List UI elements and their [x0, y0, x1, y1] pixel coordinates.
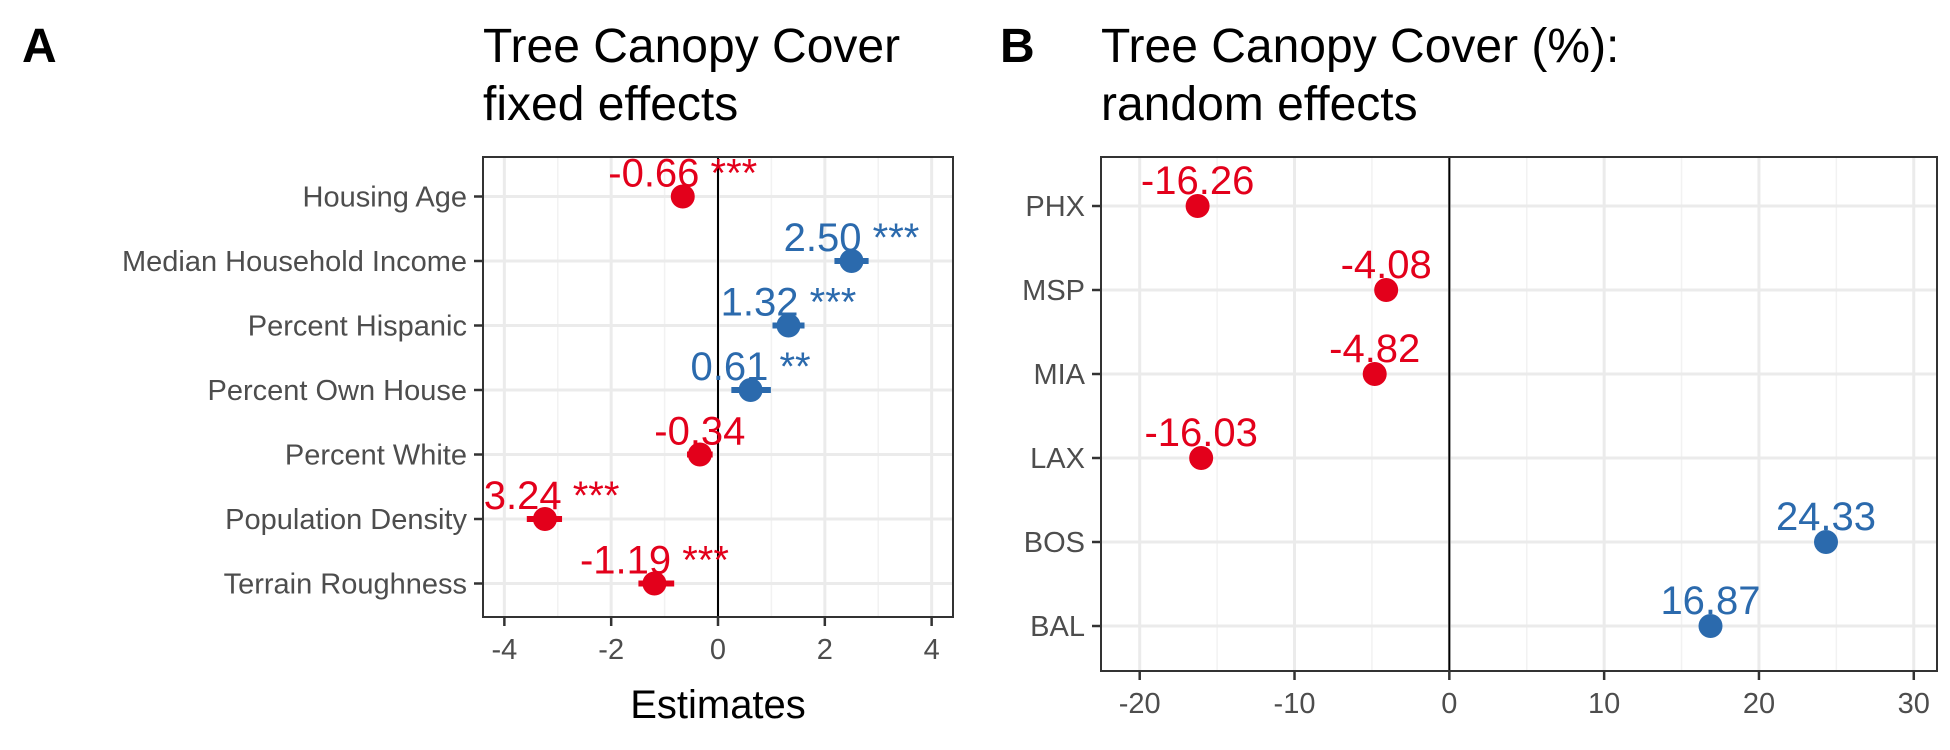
panel-a-point — [687, 442, 712, 467]
panel-a-data-label: 2.50 *** — [784, 216, 920, 260]
panel-b-x-tick-label: 0 — [1441, 688, 1457, 720]
panel-a-y-tick-label: Percent White — [285, 440, 467, 472]
panel-a-x-tick-label: -2 — [598, 634, 624, 666]
panel-b-y-tick-label: BAL — [1030, 611, 1085, 643]
panel-a-data-label: -0.66 *** — [608, 152, 757, 196]
panel-b-point — [1813, 530, 1838, 554]
panel-b-plot: -16.26 -4.08 -4.82 -16.03 24.33 16.87 PHX MSP MI… — [1022, 156, 1938, 720]
panel-a-point — [642, 571, 667, 596]
panel-a-title-line1: Tree Canopy Cover — [483, 20, 900, 73]
panel-b-data-label: -4.82 — [1329, 327, 1420, 371]
panel-a-x-tick-label: 4 — [924, 634, 940, 666]
panel-a-plot: -0.66 *** 2.50 *** 1.32 *** 0.61 ** -0.34 -3.… — [122, 152, 954, 666]
panel-b-point — [1185, 194, 1210, 218]
panel-b-marks: -16.26 -4.08 -4.82 -16.03 24.33 16.87 — [1141, 159, 1876, 638]
panel-a-point — [738, 378, 763, 402]
panel-b-y-tick-label: MIA — [1033, 359, 1085, 391]
panel-b-y-tick-label: MSP — [1022, 275, 1085, 307]
panel-b-title-line2: random effects — [1101, 78, 1418, 131]
panel-a-y-tick-label: Median Household Income — [122, 246, 467, 278]
panel-a-point — [839, 249, 864, 273]
panel-a-x-axis-title: Estimates — [630, 683, 806, 727]
panel-b-point — [1374, 278, 1399, 302]
panel-a-title-line2: fixed effects — [483, 78, 738, 131]
panel-b-data-label: 24.33 — [1776, 495, 1876, 539]
panel-a-y-tick-label: Percent Own House — [207, 375, 467, 407]
panel-b-background — [1101, 157, 1937, 671]
panel-a-y-tick-label: Housing Age — [303, 182, 467, 214]
panel-b-data-label: 16.87 — [1660, 579, 1760, 623]
panel-b-y-tick-label: BOS — [1024, 527, 1085, 559]
panel-a-marks: -0.66 *** 2.50 *** 1.32 *** 0.61 ** -0.34 -3.… — [470, 152, 920, 596]
panel-b-letter: B — [1000, 20, 1035, 73]
panel-a-letter: A — [22, 20, 57, 73]
panel-b-point — [1362, 362, 1387, 386]
panel-a-x-tick-label: 2 — [817, 634, 833, 666]
panel-b-y-tick-label: LAX — [1030, 443, 1085, 475]
panel-b-x-tick-label: 20 — [1743, 688, 1775, 720]
panel-b-data-label: -16.03 — [1144, 411, 1257, 455]
panel-a-point — [532, 507, 557, 531]
panel-b-y-tick-label: PHX — [1025, 191, 1085, 223]
panel-a-data-label: -1.19 *** — [580, 539, 729, 583]
panel-b-x-tick-label: 10 — [1588, 688, 1620, 720]
panel-b-x-tick-label: -20 — [1119, 688, 1161, 720]
panel-a-point — [776, 313, 801, 338]
panel-a-data-label: -3.24 *** — [470, 474, 619, 518]
panel-a-y-tick-label: Terrain Roughness — [224, 569, 467, 601]
panel-b-x-tick-label: 30 — [1898, 688, 1930, 720]
panel-b-data-label: -16.26 — [1141, 159, 1254, 203]
panel-b-point — [1189, 446, 1214, 470]
panel-a-y-tick-label: Percent Hispanic — [248, 311, 467, 343]
panel-a-point — [670, 184, 695, 209]
panel-a-data-label: -0.34 — [654, 410, 745, 454]
panel-b-x-tick-label: -10 — [1274, 688, 1316, 720]
panel-a-x-tick-label: -4 — [491, 634, 517, 666]
panel-a-data-label: 1.32 *** — [721, 281, 857, 325]
panel-a-y-tick-label: Population Density — [225, 504, 467, 536]
panel-a-x-tick-label: 0 — [710, 634, 726, 666]
panel-a-data-label: 0.61 ** — [691, 345, 811, 389]
panel-b-title-line1: Tree Canopy Cover (%): — [1101, 20, 1619, 73]
panel-b-border — [1100, 156, 1938, 672]
panel-b-data-label: -4.08 — [1341, 243, 1432, 287]
panel-b-point — [1698, 614, 1723, 638]
